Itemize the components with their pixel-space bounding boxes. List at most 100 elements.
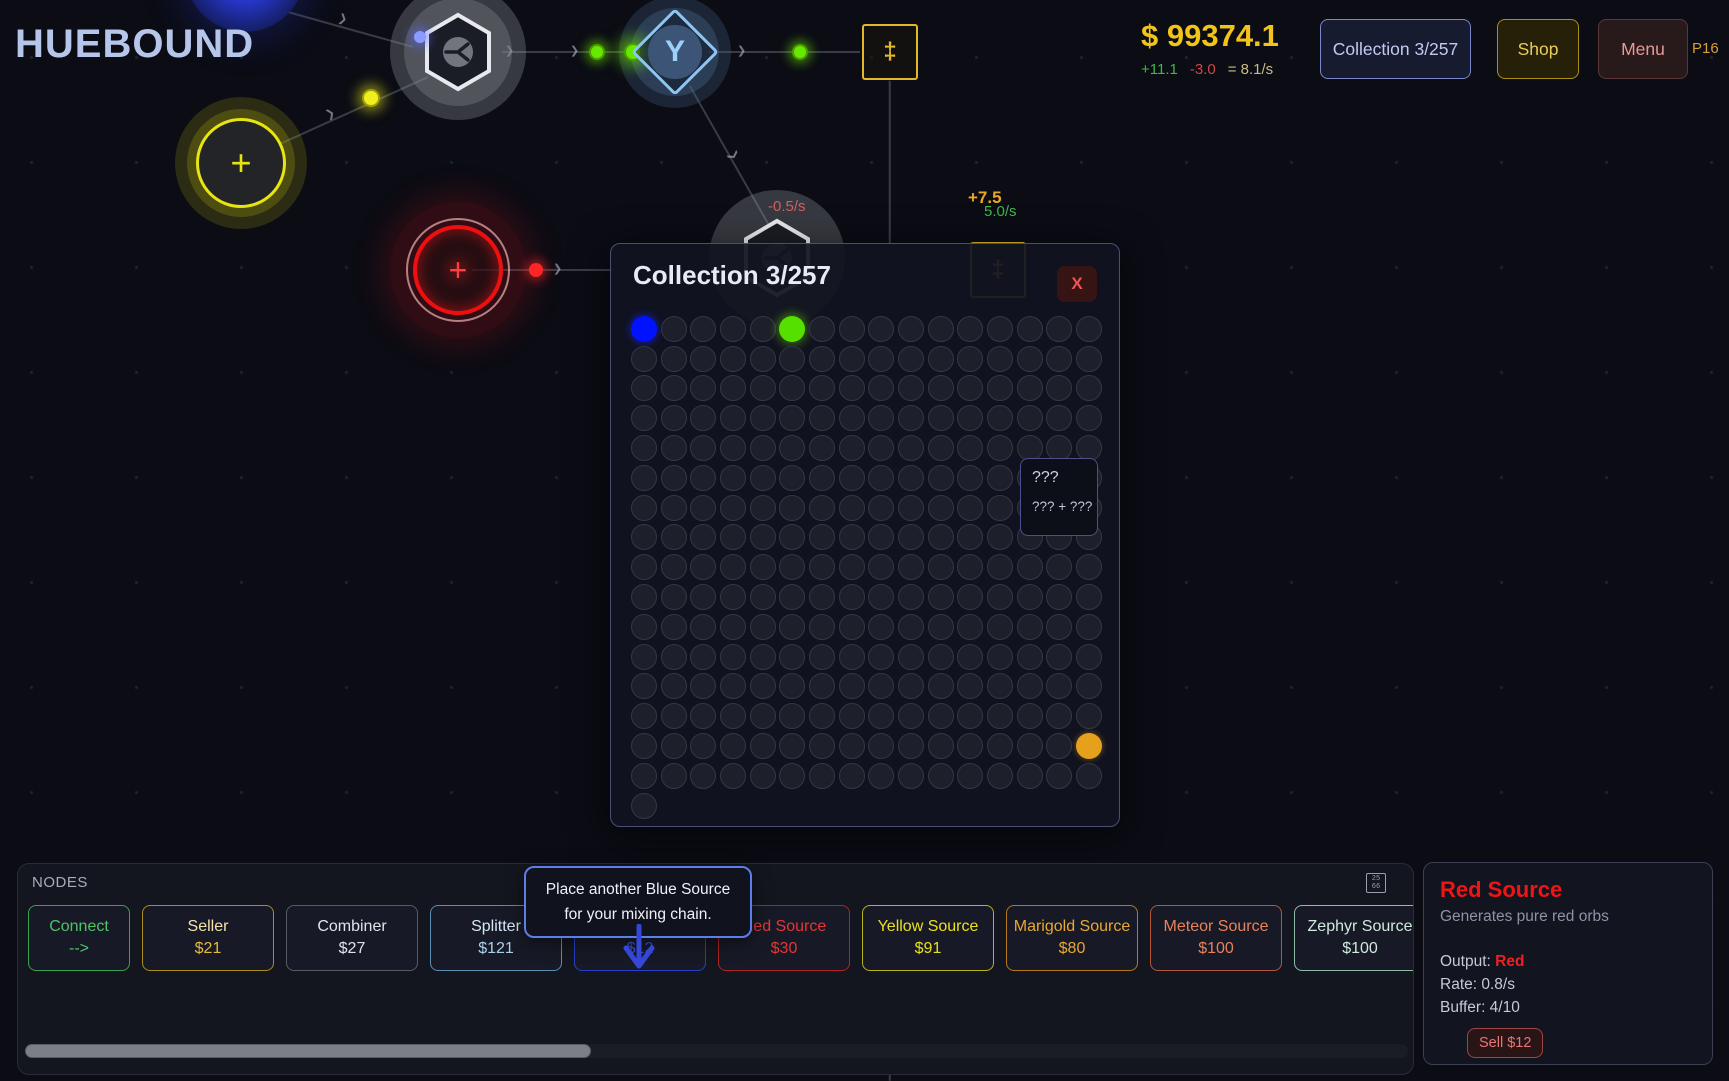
collection-cell[interactable] xyxy=(868,554,895,581)
collection-cell[interactable] xyxy=(1016,375,1043,402)
collection-cell[interactable] xyxy=(690,464,717,491)
collection-cell[interactable] xyxy=(1076,435,1103,462)
collection-cell[interactable] xyxy=(719,643,746,670)
collection-cell[interactable] xyxy=(660,762,687,789)
collection-cell[interactable] xyxy=(868,584,895,611)
collection-cell[interactable] xyxy=(957,524,984,551)
collection-cell[interactable] xyxy=(630,733,657,760)
collection-cell[interactable] xyxy=(1076,554,1103,581)
collection-cell[interactable] xyxy=(987,762,1014,789)
collection-cell[interactable] xyxy=(749,524,776,551)
collection-cell[interactable] xyxy=(1016,435,1043,462)
collection-cell[interactable] xyxy=(987,733,1014,760)
collection-cell[interactable] xyxy=(779,703,806,730)
collection-cell[interactable] xyxy=(868,673,895,700)
collection-cell[interactable] xyxy=(838,494,865,521)
collection-cell[interactable] xyxy=(1046,315,1073,342)
collection-cell[interactable] xyxy=(957,435,984,462)
collection-cell[interactable] xyxy=(779,673,806,700)
collection-cell[interactable] xyxy=(1046,345,1073,372)
collection-cell[interactable] xyxy=(838,464,865,491)
collection-cell[interactable] xyxy=(1076,375,1103,402)
sell-button[interactable]: Sell $12 xyxy=(1467,1028,1544,1058)
collection-cell[interactable] xyxy=(957,733,984,760)
collection-cell[interactable] xyxy=(898,494,925,521)
collection-cell[interactable] xyxy=(987,613,1014,640)
collection-cell[interactable] xyxy=(719,733,746,760)
collection-cell[interactable] xyxy=(660,613,687,640)
collection-cell[interactable] xyxy=(987,375,1014,402)
collection-cell[interactable] xyxy=(957,584,984,611)
collection-cell[interactable] xyxy=(1046,554,1073,581)
collection-cell[interactable] xyxy=(1046,762,1073,789)
collection-cell[interactable] xyxy=(898,435,925,462)
collection-cell[interactable] xyxy=(987,464,1014,491)
collection-cell[interactable] xyxy=(987,494,1014,521)
collection-cell[interactable] xyxy=(898,405,925,432)
collection-cell[interactable] xyxy=(868,435,895,462)
collection-cell[interactable] xyxy=(1076,613,1103,640)
collection-cell[interactable] xyxy=(957,315,984,342)
node-button-zephyr-source[interactable]: Zephyr Source $100 xyxy=(1294,905,1413,971)
collection-cell[interactable] xyxy=(779,643,806,670)
collection-cell[interactable] xyxy=(927,405,954,432)
collection-cell[interactable] xyxy=(719,613,746,640)
collection-cell[interactable] xyxy=(987,643,1014,670)
collection-cell[interactable] xyxy=(630,703,657,730)
collection-cell[interactable] xyxy=(1016,613,1043,640)
collection-cell[interactable] xyxy=(898,554,925,581)
collection-cell[interactable] xyxy=(1016,554,1043,581)
collection-cell[interactable] xyxy=(868,762,895,789)
collection-cell[interactable] xyxy=(660,435,687,462)
collection-cell[interactable] xyxy=(779,494,806,521)
collection-cell[interactable] xyxy=(838,643,865,670)
collection-cell[interactable] xyxy=(779,315,806,342)
collection-cell[interactable] xyxy=(749,345,776,372)
collection-cell[interactable] xyxy=(660,524,687,551)
collection-cell[interactable] xyxy=(1016,405,1043,432)
collection-cell[interactable] xyxy=(1016,703,1043,730)
collection-cell[interactable] xyxy=(1016,584,1043,611)
collection-cell[interactable] xyxy=(808,733,835,760)
collection-cell[interactable] xyxy=(660,703,687,730)
collection-cell[interactable] xyxy=(957,494,984,521)
collection-cell[interactable] xyxy=(660,405,687,432)
collection-cell[interactable] xyxy=(898,643,925,670)
collection-cell[interactable] xyxy=(957,405,984,432)
collection-cell[interactable] xyxy=(808,643,835,670)
collection-cell[interactable] xyxy=(868,315,895,342)
collection-cell[interactable] xyxy=(838,733,865,760)
collection-cell[interactable] xyxy=(808,375,835,402)
collection-cell[interactable] xyxy=(838,405,865,432)
collection-cell[interactable] xyxy=(987,405,1014,432)
collection-cell[interactable] xyxy=(957,345,984,372)
collection-cell[interactable] xyxy=(630,643,657,670)
node-button-meteor-source[interactable]: Meteor Source $100 xyxy=(1150,905,1282,971)
collection-cell[interactable] xyxy=(660,554,687,581)
collection-cell[interactable] xyxy=(808,405,835,432)
collection-cell[interactable] xyxy=(719,673,746,700)
collection-cell[interactable] xyxy=(987,703,1014,730)
collection-cell[interactable] xyxy=(1076,673,1103,700)
collection-cell[interactable] xyxy=(630,762,657,789)
collection-cell[interactable] xyxy=(719,464,746,491)
collection-cell[interactable] xyxy=(690,345,717,372)
node-button-combiner[interactable]: Combiner $27 xyxy=(286,905,418,971)
collection-cell[interactable] xyxy=(808,613,835,640)
collection-cell[interactable] xyxy=(1046,643,1073,670)
collection-cell[interactable] xyxy=(749,673,776,700)
collection-cell[interactable] xyxy=(719,405,746,432)
exporter-node[interactable]: ‡ xyxy=(862,24,918,80)
collection-cell[interactable] xyxy=(898,524,925,551)
collection-cell[interactable] xyxy=(690,673,717,700)
collection-cell[interactable] xyxy=(927,703,954,730)
collection-cell[interactable] xyxy=(957,375,984,402)
collection-cell[interactable] xyxy=(957,762,984,789)
collection-cell[interactable] xyxy=(898,673,925,700)
node-button-connect[interactable]: Connect --> xyxy=(28,905,130,971)
collection-cell[interactable] xyxy=(957,554,984,581)
collection-cell[interactable] xyxy=(898,315,925,342)
collection-cell[interactable] xyxy=(660,584,687,611)
collection-cell[interactable] xyxy=(808,703,835,730)
collection-cell[interactable] xyxy=(630,494,657,521)
